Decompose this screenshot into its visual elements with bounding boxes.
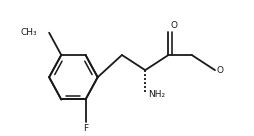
- Text: O: O: [217, 66, 224, 75]
- Text: CH₃: CH₃: [20, 28, 37, 37]
- Text: F: F: [83, 124, 88, 133]
- Text: NH₂: NH₂: [148, 90, 165, 99]
- Text: O: O: [170, 21, 177, 30]
